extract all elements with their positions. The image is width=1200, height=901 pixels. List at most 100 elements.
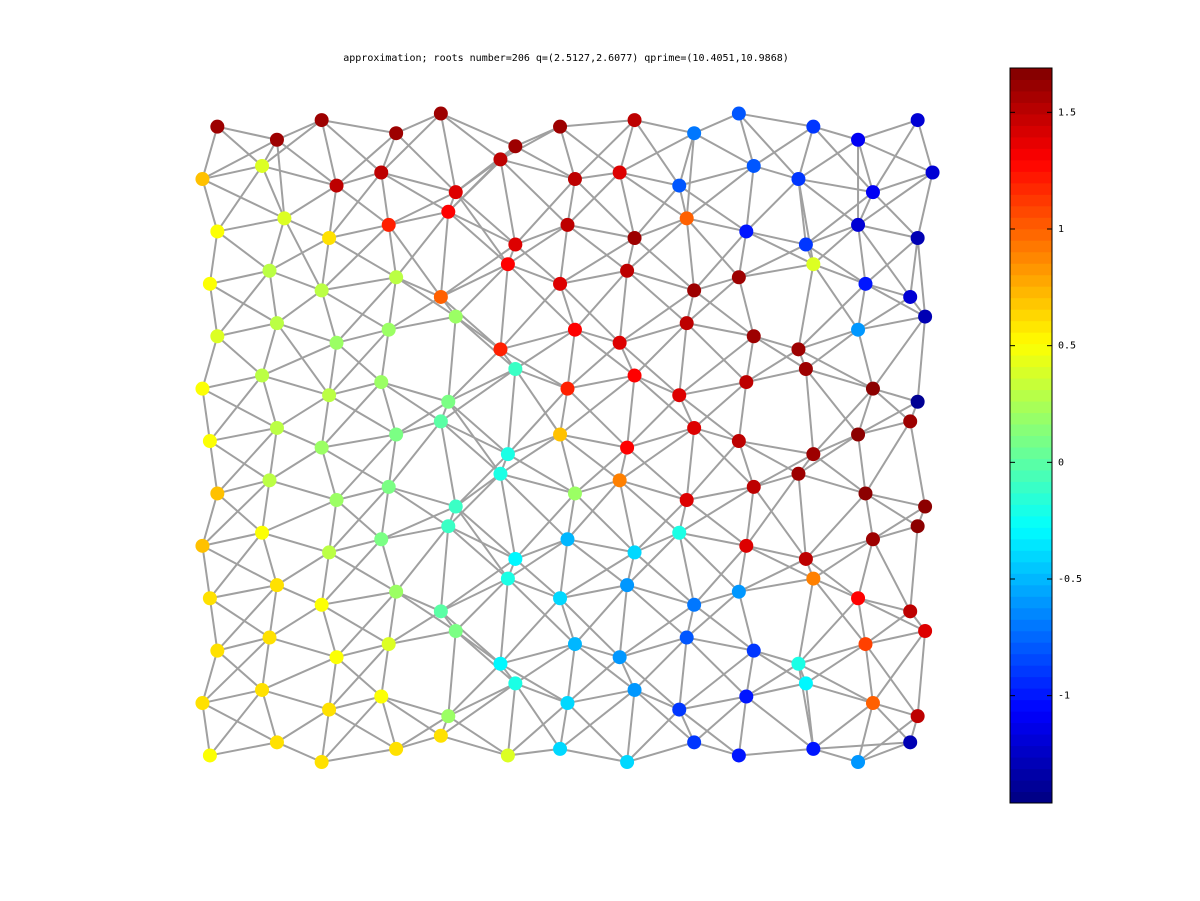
edge [261,480,271,533]
node [687,283,702,298]
edge [514,178,576,246]
edge [797,578,815,664]
edge [506,368,517,455]
edge [678,132,696,186]
edge [514,643,576,685]
edge [380,112,442,174]
edge [381,525,449,541]
edge [268,427,278,481]
node [910,519,925,534]
edge [447,525,509,580]
node [210,224,225,239]
node [210,119,225,134]
edge [395,211,450,278]
edge [618,585,629,658]
edge [261,374,330,397]
edge [261,119,323,167]
edge [864,420,912,494]
node [441,204,456,219]
edge [388,210,449,226]
edge [395,590,442,613]
edge [320,538,382,606]
edge [499,159,517,245]
edge [261,688,330,711]
edge [514,368,561,436]
edge [686,165,755,220]
edge [798,178,874,194]
edge [261,499,337,534]
edge [328,499,338,553]
edge [857,171,934,226]
edge [447,368,516,403]
edge [455,191,517,246]
node [433,289,448,304]
colorbar-segment [1010,722,1052,735]
edge [738,558,807,593]
colorbar-segment [1010,653,1052,666]
node [389,584,404,599]
node [448,185,463,200]
edge [737,231,748,278]
edge [216,584,278,652]
colorbar-segment [1010,320,1052,333]
edge [440,296,502,351]
node [910,709,925,724]
colorbar-segment [1010,159,1052,172]
colorbar-tick-label: 0 [1058,457,1064,468]
edge [321,289,390,331]
edge [217,217,285,233]
node [374,689,389,704]
edge [618,342,680,396]
edge [440,243,516,298]
edge [812,577,859,600]
node [433,414,448,429]
edges [201,112,934,763]
edge [559,434,576,494]
node [806,119,821,134]
node [374,375,389,390]
colorbar-segment [1010,527,1052,540]
edge [202,688,263,705]
colorbar-segment [1010,515,1052,528]
edge [678,486,755,534]
edge [388,485,457,508]
node [381,637,396,652]
node [798,551,813,566]
colorbar-segment [1010,366,1052,379]
node [195,538,210,553]
colorbar-segment [1010,435,1052,448]
colorbar-segment [1010,332,1052,345]
node [269,735,284,750]
edge [626,741,695,763]
node [433,604,448,619]
node [560,381,575,396]
node [314,113,329,128]
edge [686,485,754,501]
edge [693,741,740,757]
edge [320,604,338,658]
node [806,571,821,586]
edge [812,224,859,265]
node [195,172,210,187]
edge [499,597,561,665]
edge [745,486,755,546]
edge [872,119,919,193]
node [627,545,642,560]
node [329,335,344,350]
edge [872,505,926,541]
edge [574,171,620,181]
edge [559,584,628,600]
node [851,591,866,606]
node [553,427,568,442]
node [865,185,880,200]
node [322,388,337,403]
node [553,119,568,134]
edge [872,630,926,704]
node [389,126,404,141]
edge [507,538,569,580]
edge [693,289,755,338]
edge [812,387,874,455]
edge [633,374,695,429]
node [910,113,925,128]
node [672,525,687,540]
